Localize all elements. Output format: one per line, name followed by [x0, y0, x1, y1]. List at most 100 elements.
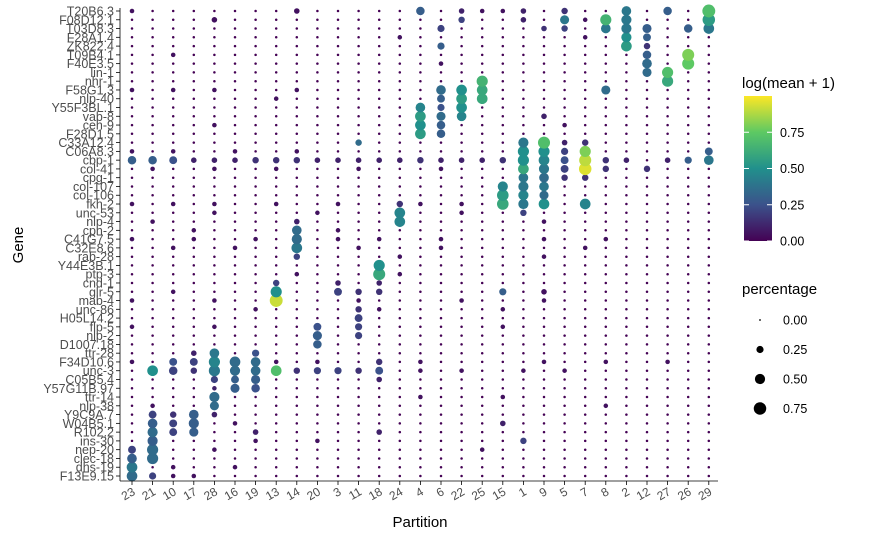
dot-C05B5.4-3	[336, 378, 340, 381]
dot-nep-20-8	[604, 448, 608, 451]
dot-ceh-9-6	[436, 120, 446, 130]
dot-nlp-40-24	[398, 97, 402, 100]
dot-dhs-19-8	[604, 465, 608, 469]
dot-unc-53-22	[459, 210, 464, 216]
dot-nlp-40-4	[419, 97, 422, 100]
dot-T03D8.3-10	[171, 27, 175, 30]
dot-nlp-40-28	[213, 97, 216, 100]
dot-Y57G11B.97-3	[336, 387, 340, 390]
dot-cpn-2-19	[254, 229, 257, 232]
dot-nlp-40-10	[171, 97, 175, 100]
dot-col-106-18	[377, 193, 381, 197]
dot-unc-3-4	[418, 368, 423, 373]
dot-col-41-1	[518, 163, 529, 175]
dot-R102.2-19	[252, 429, 259, 435]
dot-unc-3-17	[190, 367, 198, 374]
dot-mab-4-21	[151, 299, 154, 302]
dot-fkh-2-25	[480, 202, 484, 206]
dot-col-107-17	[192, 185, 196, 188]
dot-col-107-21	[151, 185, 154, 188]
dot-ins-30-7	[583, 439, 587, 443]
dot-F28D1.5-24	[398, 132, 402, 136]
dot-T20B6.3-18	[377, 9, 381, 13]
dot-Y57G11B.97-18	[377, 387, 381, 390]
dot-F58G1.3-17	[192, 88, 196, 92]
dot-Y44E3B.1-12	[645, 264, 649, 267]
dot-rab-28-2	[625, 255, 628, 258]
dot-mab-4-20	[316, 299, 319, 302]
dot-F40E3.5-17	[192, 62, 196, 65]
dot-C05B5.4-26	[686, 378, 690, 381]
dot-F58G1.3-1	[522, 88, 525, 92]
dot-glr-5-17	[192, 290, 196, 294]
dot-unc-53-5	[563, 211, 566, 215]
dot-F28D1.5-18	[377, 132, 381, 136]
dot-cbp-1-12	[645, 158, 649, 162]
dot-unc-53-12	[645, 211, 649, 215]
dot-glr-5-18	[375, 288, 383, 296]
dot-cbp-1-6	[438, 157, 444, 163]
dot-ttr-28-14	[295, 351, 299, 355]
dot-F28A1.4-8	[604, 36, 608, 39]
dot-unc-53-18	[377, 211, 381, 215]
dot-T09B4.1-18	[377, 53, 381, 57]
dot-nlp-38-5	[563, 404, 566, 408]
dot-dhs-19-9	[542, 465, 546, 469]
dot-C06A8.3-28	[213, 150, 216, 153]
dot-ins-30-27	[666, 439, 669, 443]
dot-unc-86-7	[583, 308, 587, 311]
dot-unc-3-21	[147, 365, 158, 377]
dot-ins-30-13	[274, 439, 278, 443]
dot-nep-20-1	[522, 448, 525, 451]
dot-ttr-28-15	[501, 351, 505, 355]
dot-nhr-1-8	[604, 79, 608, 83]
x-tick-label: 10	[160, 484, 179, 503]
dot-cpn-2-25	[480, 229, 484, 232]
dot-C06A8.3-3	[336, 150, 340, 153]
dot-col-106-11	[357, 193, 360, 197]
dot-ZK822.4-27	[666, 44, 669, 48]
dot-F13E9.15-4	[419, 474, 422, 478]
dot-F58G1.3-16	[233, 88, 237, 92]
dot-F40E3.5-7	[583, 62, 587, 65]
dot-fkh-2-3	[335, 201, 341, 207]
dot-T09B4.1-20	[316, 53, 319, 57]
dot-T20B6.3-24	[398, 9, 402, 13]
dot-lin-1-22	[460, 71, 463, 74]
dot-C06A8.3-1	[517, 145, 529, 157]
dot-F28D1.5-19	[254, 132, 257, 136]
dot-nlp-2-9	[542, 334, 546, 337]
dot-unc-53-11	[357, 211, 360, 215]
dot-clec-18-29	[707, 457, 711, 460]
dot-col-41-14	[295, 167, 299, 171]
dot-T09B4.1-26	[682, 48, 695, 61]
dot-nlp-40-23	[130, 97, 134, 100]
dot-nhr-1-25	[476, 75, 488, 87]
dot-C32E8.6-28	[213, 246, 216, 250]
dot-C41G7.5-26	[686, 237, 690, 241]
dot-rab-28-22	[460, 255, 463, 258]
dot-ceh-9-25	[480, 123, 484, 127]
dot-col-107-18	[377, 185, 381, 188]
dot-cnd-1-20	[316, 281, 319, 285]
dot-mab-4-11	[356, 298, 361, 303]
y-tick-label: lin-1	[90, 66, 114, 80]
dot-C06A8.3-21	[151, 150, 154, 153]
dot-unc-86-11	[355, 306, 362, 313]
dot-unc-53-1	[520, 209, 527, 217]
dot-fkh-2-8	[604, 202, 608, 206]
dot-H05L14.2-8	[604, 316, 608, 320]
dot-T20B6.3-15	[500, 8, 506, 14]
dot-fkh-2-20	[316, 202, 319, 206]
dot-F13E9.15-1	[522, 474, 525, 478]
dot-Y9C9A.7-22	[460, 413, 463, 416]
dot-T20B6.3-12	[645, 9, 649, 13]
dot-Y9C9A.7-8	[604, 413, 608, 416]
dot-clec-18-3	[336, 457, 340, 460]
dot-F34D10.6-26	[686, 360, 690, 364]
dot-T03D8.3-27	[666, 27, 669, 30]
dot-C41G7.5-2	[625, 237, 628, 241]
y-tick-label: nlp-2	[86, 329, 114, 343]
size-legend-title: percentage	[742, 281, 817, 298]
dot-nlp-4-27	[666, 220, 669, 223]
